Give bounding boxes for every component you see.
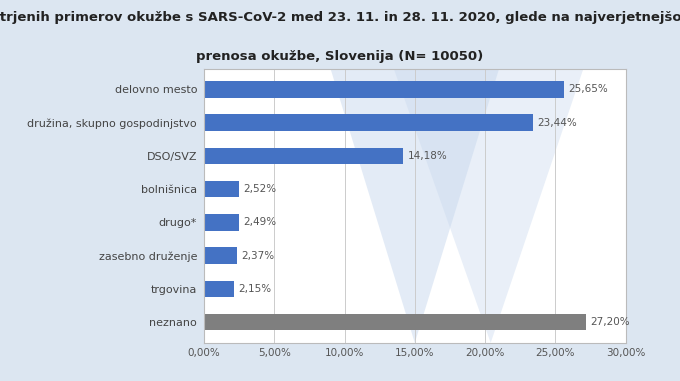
Bar [204, 81, 564, 98]
Bar [204, 181, 239, 197]
Text: 2,52%: 2,52% [243, 184, 277, 194]
Text: 2,37%: 2,37% [241, 251, 275, 261]
Text: prenosa okužbe, Slovenija (N= 10050): prenosa okužbe, Slovenija (N= 10050) [197, 50, 483, 62]
Bar [204, 114, 533, 131]
Polygon shape [330, 69, 499, 343]
Text: 27,20%: 27,20% [590, 317, 630, 327]
Text: 23,44%: 23,44% [538, 118, 577, 128]
Text: Delež potrjenih primerov okužbe s SARS-CoV-2 med 23. 11. in 28. 11. 2020, glede : Delež potrjenih primerov okužbe s SARS-C… [0, 11, 680, 24]
Polygon shape [394, 69, 583, 343]
Text: 2,49%: 2,49% [243, 218, 276, 227]
Bar [204, 280, 234, 297]
Bar [204, 214, 239, 231]
Text: 14,18%: 14,18% [407, 151, 447, 161]
Text: 2,15%: 2,15% [239, 284, 271, 294]
Bar [204, 247, 237, 264]
Text: 25,65%: 25,65% [568, 84, 609, 94]
Bar [204, 147, 403, 164]
Bar [204, 314, 586, 330]
